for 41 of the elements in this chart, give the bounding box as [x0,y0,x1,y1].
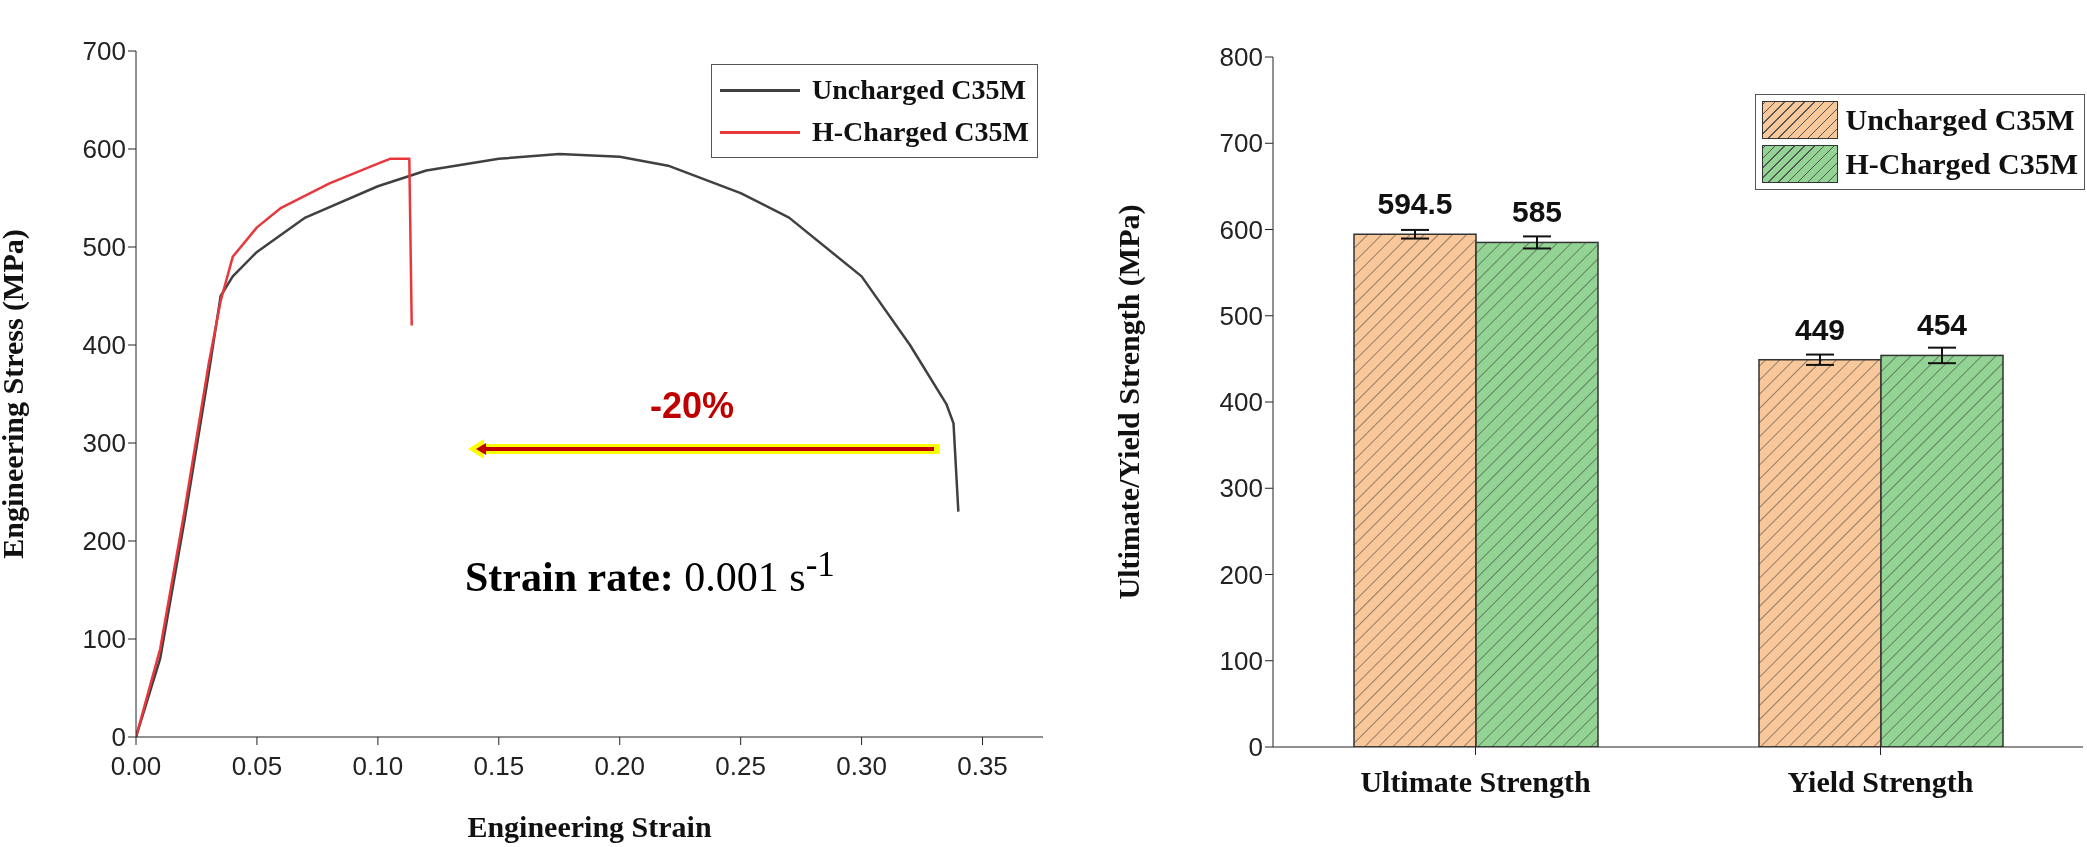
y-axis-title: Engineering Stress (MPa) [0,229,30,559]
data-label: 585 [1511,195,1563,229]
y-tick-label: 800 [1219,42,1263,73]
y-tick-label: 300 [1219,473,1263,504]
y-tick-label: 700 [1219,128,1263,159]
x-tick-label: 0.10 [352,751,404,782]
y-tick-label: 100 [82,624,126,655]
x-tick-label: 0.35 [957,751,1008,782]
y-tick-label: 400 [82,330,126,361]
x-tick-label: 0.05 [231,751,283,782]
line-series [136,157,413,737]
y-tick-label: 500 [1219,300,1263,331]
legend-label: H-Charged C35M [812,115,1029,149]
y-tick-label: 400 [1219,387,1263,418]
legend-label: Uncharged C35M [1845,102,2075,138]
y-tick-label: 200 [82,526,126,557]
annotation: -20% [650,385,735,427]
y-tick-label: 500 [82,232,126,263]
y-tick-label: 600 [82,134,126,165]
data-label: 454 [1916,308,1968,342]
x-tick-label: Yield Strength [1787,765,1974,799]
x-tick-label: 0.30 [836,751,887,782]
y-tick-label: 0 [111,722,126,753]
y-tick-label: 600 [1219,214,1263,245]
x-tick-label: 0.15 [473,751,525,782]
y-tick-label: 700 [82,36,126,67]
legend-label: H-Charged C35M [1845,146,2078,182]
data-label: 449 [1794,312,1846,346]
legend-label: Uncharged C35M [812,73,1026,107]
x-tick-label: 0.25 [715,751,766,782]
x-tick-label: Ultimate Strength [1360,765,1591,799]
y-tick-label: 0 [1248,732,1263,763]
x-tick-label: 0.20 [594,751,646,782]
y-axis-title: Ultimate/Yield Strength (MPa) [1111,204,1146,600]
annotation: Strain rate: 0.001 s$^{-1}$ [465,545,835,600]
x-axis-title: Engineering Strain [467,810,712,843]
y-tick-label: 100 [1219,645,1263,676]
y-tick-label: 200 [1219,559,1263,590]
data-label: 594.5 [1377,187,1453,221]
x-tick-label: 0.00 [110,751,162,782]
y-tick-label: 300 [82,428,126,459]
